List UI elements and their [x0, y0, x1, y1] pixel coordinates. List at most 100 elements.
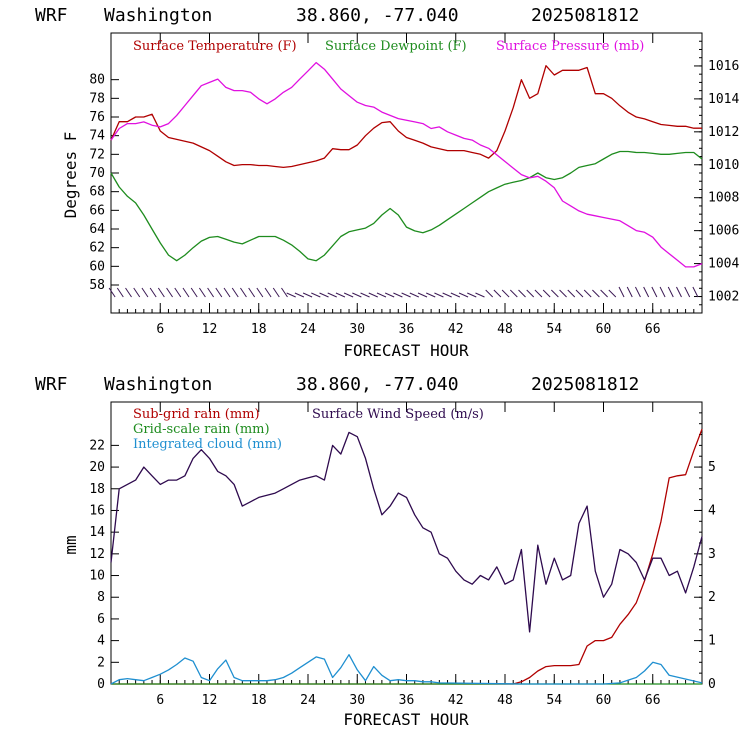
x-tick-label: 18	[251, 693, 267, 708]
x-tick-label: 54	[546, 693, 562, 708]
wind-barb	[475, 292, 485, 298]
wind-barb	[551, 289, 559, 298]
wind-barb	[417, 292, 428, 298]
wind-barb	[302, 292, 313, 298]
wind-barb	[509, 289, 518, 298]
y-tick-label: 6	[97, 612, 105, 627]
wind-barb	[526, 289, 535, 298]
wind-barb	[311, 292, 321, 298]
wind-barb	[692, 286, 699, 298]
panel1-frame	[110, 32, 703, 314]
legend-surface-dewpoint: Surface Dewpoint (F)	[325, 39, 467, 54]
y2-tick-label: 2	[708, 590, 716, 605]
legend-surface-pressure: Surface Pressure (mb)	[496, 39, 644, 54]
panel2-model: WRF	[35, 374, 68, 395]
y-tick-label: 80	[89, 73, 105, 88]
wind-barb	[182, 287, 190, 298]
x-tick-label: 66	[645, 322, 661, 337]
wind-barb	[231, 287, 239, 298]
wind-barb	[125, 287, 132, 298]
x-tick-label: 24	[300, 322, 316, 337]
y-tick-label: 58	[89, 278, 105, 293]
wind-barb	[207, 287, 215, 298]
wind-barb	[485, 289, 494, 298]
wind-barb	[352, 292, 362, 298]
wind-barb	[215, 287, 223, 298]
panel2-legend: Sub-grid rain (mm) Grid-scale rain (mm) …	[133, 407, 484, 452]
y2-tick-label: 1008	[708, 191, 739, 206]
series-line-surface-dewpoint-f	[110, 150, 703, 262]
y2-tick-label: 0	[708, 677, 716, 692]
wind-barb	[133, 287, 141, 298]
wind-barb	[327, 292, 337, 298]
y-tick-label: 18	[89, 482, 105, 497]
panel2-xlabel: FORECAST HOUR	[343, 710, 469, 729]
wind-barb	[272, 287, 280, 298]
y2-tick-label: 1002	[708, 290, 739, 305]
panel2-coords: 38.860, -77.040	[296, 374, 459, 395]
legend-subgrid-rain: Sub-grid rain (mm)	[133, 407, 260, 422]
x-tick-label: 42	[448, 693, 464, 708]
y2-tick-label: 1014	[708, 92, 739, 107]
panel1-coords: 38.860, -77.040	[296, 5, 459, 26]
y-tick-label: 72	[89, 147, 105, 162]
wind-barb	[116, 287, 124, 298]
wind-barb	[667, 286, 674, 298]
y2-tick-label: 1004	[708, 257, 739, 272]
x-tick-label: 60	[596, 322, 612, 337]
wind-barb	[157, 287, 165, 298]
wind-barb	[450, 292, 461, 298]
y2-tick-label: 4	[708, 503, 716, 518]
y2-tick-label: 5	[708, 460, 716, 475]
panel1-header: WRF Washington 38.860, -77.040 202508181…	[35, 5, 639, 26]
y-tick-label: 60	[89, 259, 105, 274]
x-tick-label: 12	[202, 693, 218, 708]
panel1-ticks: 6 12 18 24 30 36 42 48 54 60 66 58 60 62 64 66 68 70 72 74 7…	[89, 32, 739, 337]
wind-barb	[592, 289, 600, 298]
x-tick-label: 60	[596, 693, 612, 708]
panel1-ylabel: Degrees F	[61, 132, 80, 219]
wind-barb	[393, 292, 403, 298]
x-tick-label: 18	[251, 322, 267, 337]
panel2-location: Washington	[104, 374, 212, 395]
y2-tick-label: 1012	[708, 125, 739, 140]
series-line-surface-temperature-f	[110, 65, 702, 169]
wind-barb	[575, 289, 584, 298]
y-tick-label: 78	[89, 91, 105, 106]
x-tick-label: 48	[497, 693, 513, 708]
y-tick-label: 12	[89, 547, 105, 562]
wind-barb	[166, 287, 173, 298]
wind-barb	[608, 289, 617, 298]
y-tick-label: 20	[89, 460, 105, 475]
y-tick-label: 64	[89, 222, 105, 237]
y2-tick-label: 1016	[708, 59, 739, 74]
x-tick-label: 48	[497, 322, 513, 337]
wind-barb	[442, 292, 452, 298]
wind-barb	[108, 287, 116, 298]
wind-barb	[684, 286, 691, 298]
legend-surface-temperature: Surface Temperature (F)	[133, 39, 297, 54]
wind-barb	[264, 287, 272, 298]
wind-barb	[240, 287, 247, 298]
y-tick-label: 2	[97, 655, 105, 670]
wind-barb	[409, 292, 420, 298]
wind-barb	[659, 286, 666, 298]
wind-barb	[223, 287, 231, 298]
y-tick-label: 70	[89, 166, 105, 181]
panel2-run: 2025081812	[531, 374, 639, 395]
y-tick-label: 66	[89, 203, 105, 218]
y-tick-label: 16	[89, 503, 105, 518]
wind-barb	[583, 289, 592, 298]
wind-barb	[426, 292, 436, 298]
wind-barb	[174, 287, 182, 298]
x-tick-label: 36	[399, 322, 415, 337]
y-tick-label: 14	[89, 525, 105, 540]
wind-barb	[518, 289, 526, 298]
wind-barb	[501, 289, 510, 298]
x-tick-label: 6	[156, 693, 164, 708]
wind-barb	[559, 289, 567, 298]
wind-barbs-row	[108, 286, 699, 298]
wind-barb	[626, 286, 633, 298]
wind-barb	[467, 292, 477, 298]
